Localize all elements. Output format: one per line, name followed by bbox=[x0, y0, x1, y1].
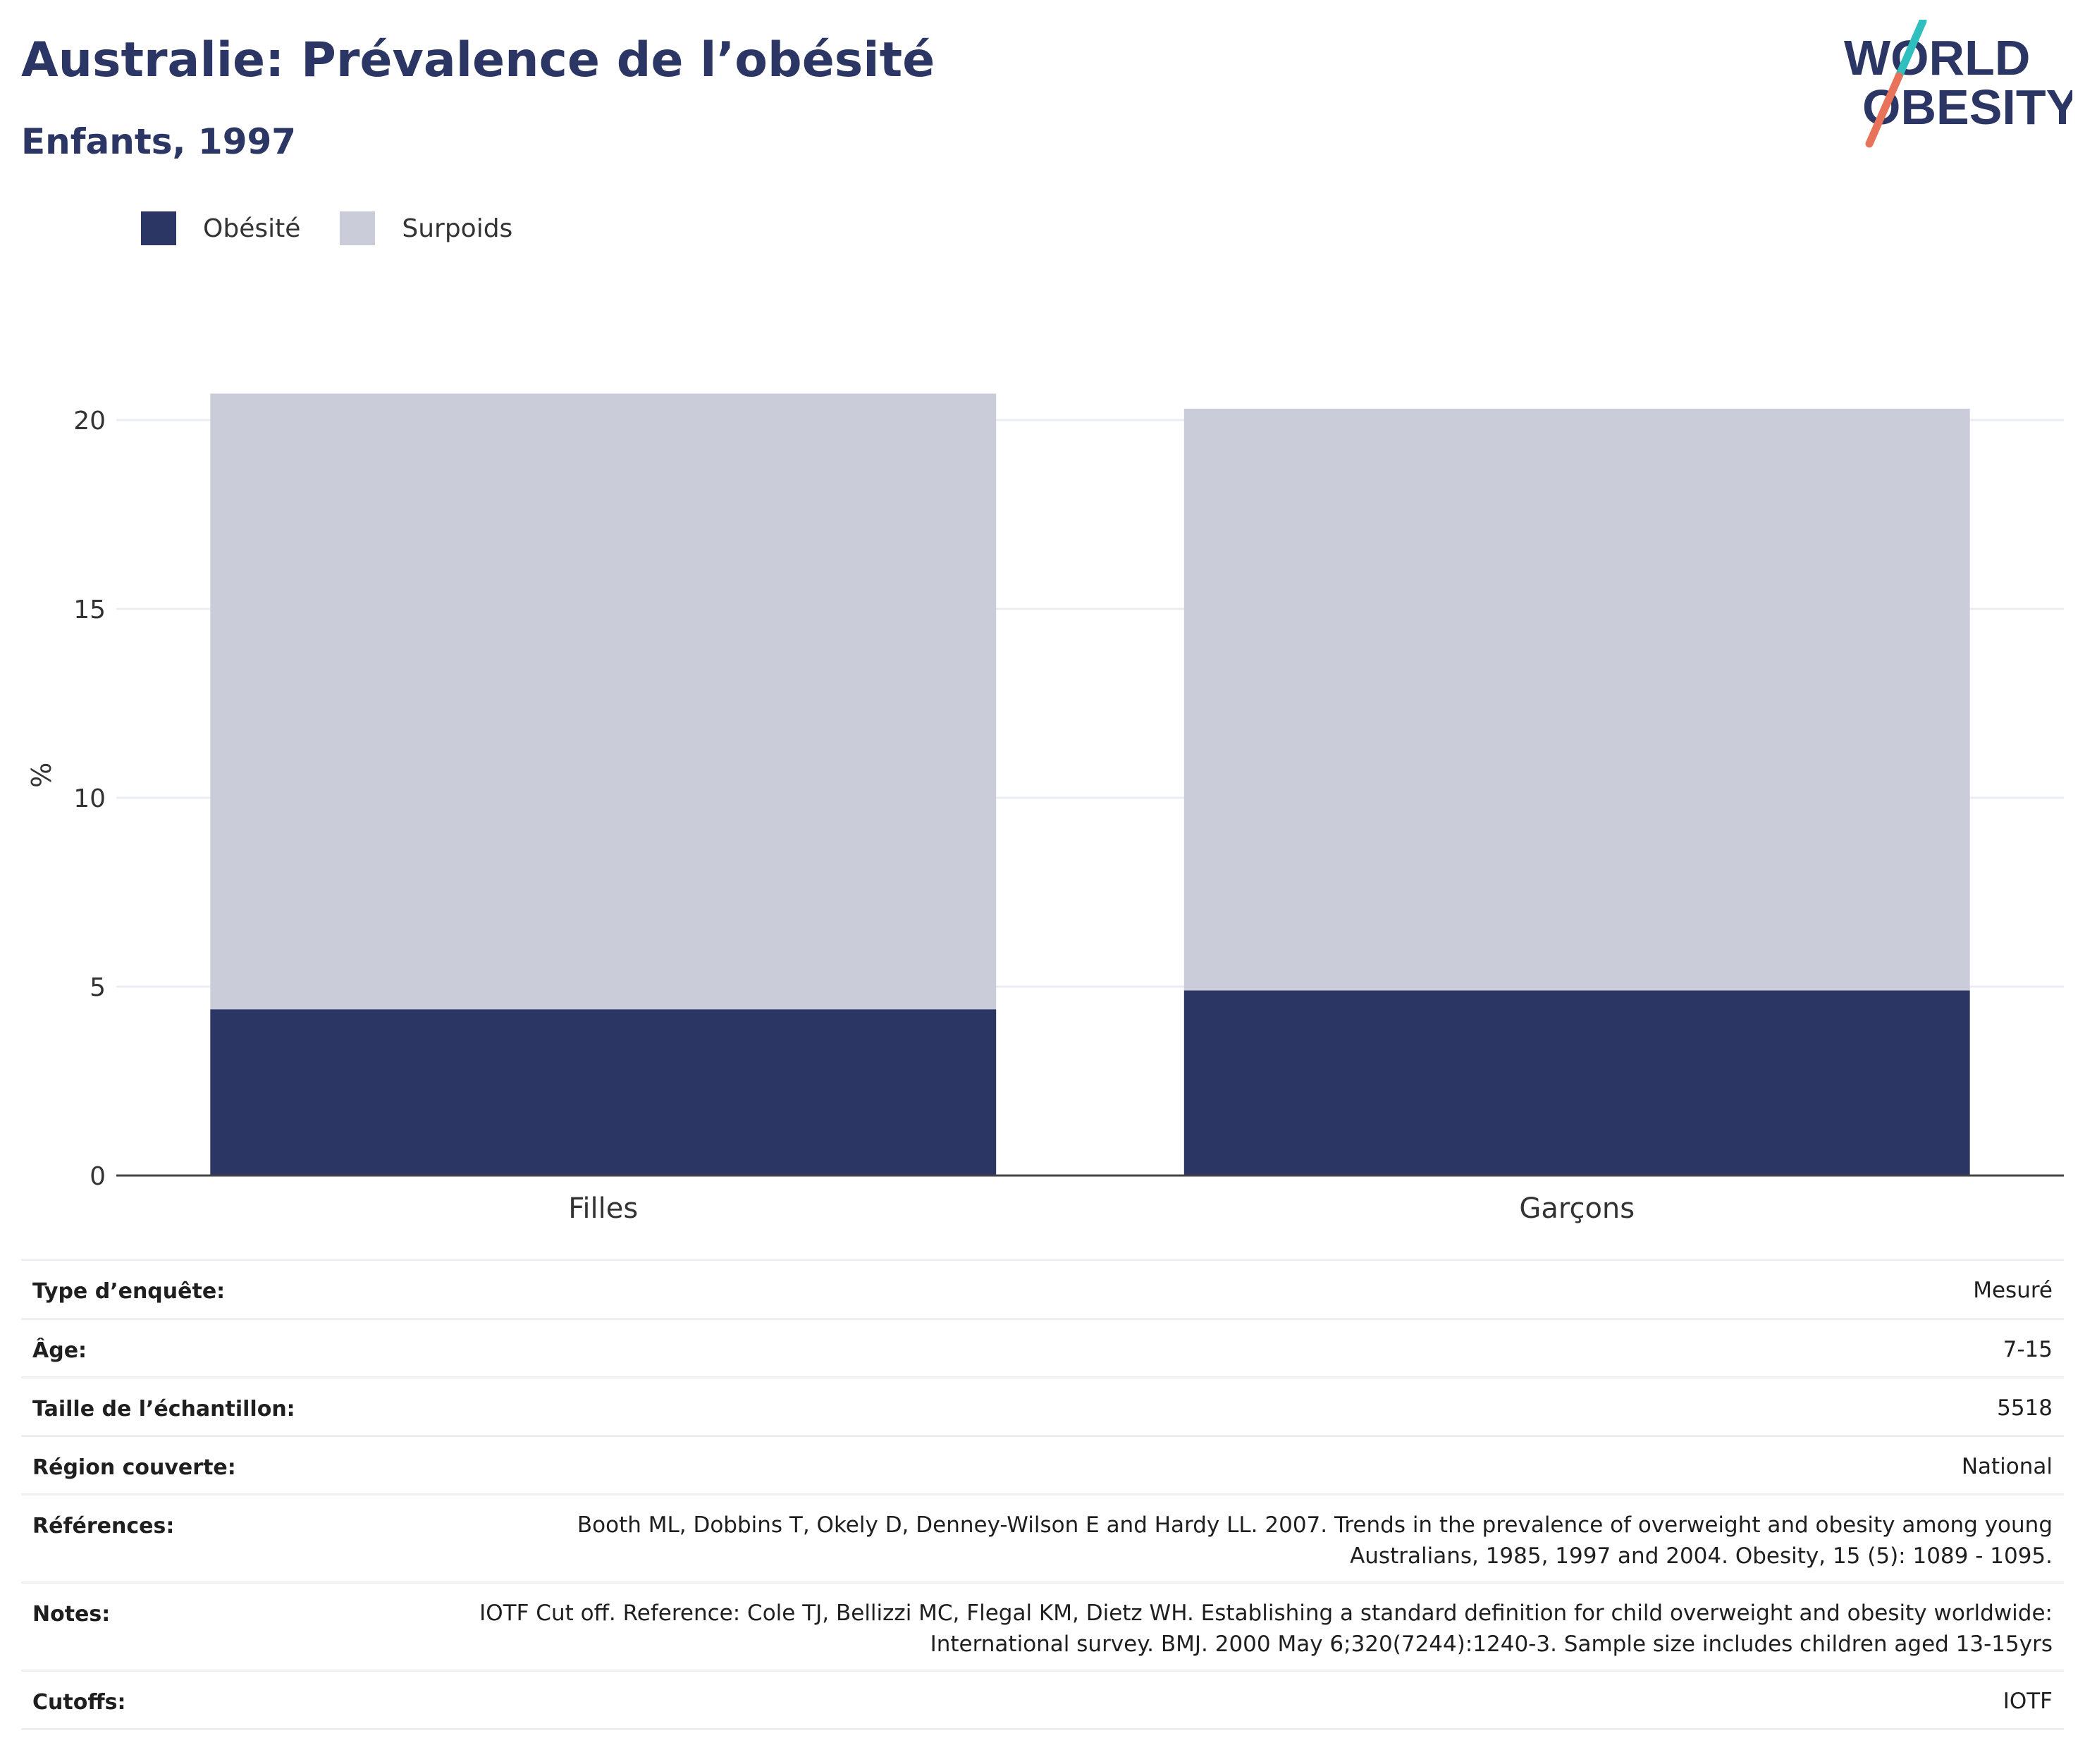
metadata-row-notes: Notes: IOTF Cut off. Reference: Cole TJ,… bbox=[21, 1584, 2064, 1672]
bar-segment-surpoids-0 bbox=[210, 393, 997, 1010]
metadata-key: Cutoffs: bbox=[32, 1690, 126, 1715]
chart-legend: Obésité Surpoids bbox=[141, 210, 552, 247]
y-tick-label: 20 bbox=[73, 407, 106, 436]
metadata-row-survey-type: Type d’enquête: Mesuré bbox=[21, 1261, 2064, 1320]
metadata-value: 5518 bbox=[1997, 1395, 2053, 1421]
logo-slash-top bbox=[1895, 20, 1927, 80]
metadata-row-region: Région couverte: National bbox=[21, 1437, 2064, 1495]
metadata-key: Âge: bbox=[32, 1338, 87, 1363]
page-title: Australie: Prévalence de l’obésité bbox=[21, 32, 935, 88]
metadata-key: Type d’enquête: bbox=[32, 1279, 226, 1304]
metadata-key: Taille de l’échantillon: bbox=[32, 1397, 295, 1421]
stacked-bar-chart: 0 5 10 15 20% Filles Garçons bbox=[26, 393, 2064, 1225]
metadata-key: Références: bbox=[32, 1514, 175, 1538]
y-tick-label: 0 bbox=[90, 1162, 106, 1191]
legend-swatch-surpoids bbox=[340, 211, 376, 245]
metadata-key: Notes: bbox=[32, 1602, 111, 1627]
bar-segment-surpoids-1 bbox=[1183, 408, 1970, 991]
metadata-value: IOTF bbox=[2003, 1689, 2053, 1714]
y-tick-label: 10 bbox=[73, 784, 106, 813]
legend-swatch-obesite bbox=[141, 211, 176, 245]
metadata-value: 7-15 bbox=[2003, 1337, 2053, 1362]
metadata-value: National bbox=[1961, 1454, 2053, 1479]
metadata-value: IOTF Cut off. Reference: Cole TJ, Belliz… bbox=[479, 1600, 2053, 1657]
bar-segment-obsit-1 bbox=[1183, 990, 1970, 1176]
metadata-row-age: Âge: 7-15 bbox=[21, 1320, 2064, 1378]
y-tick-label: 5 bbox=[90, 973, 106, 1002]
metadata-value: Booth ML, Dobbins T, Okely D, Denney-Wil… bbox=[577, 1512, 2053, 1569]
metadata-table: Type d’enquête: Mesuré Âge: 7-15 Taille … bbox=[21, 1259, 2064, 1730]
metadata-row-sample-size: Taille de l’échantillon: 5518 bbox=[21, 1378, 2064, 1437]
metadata-row-cutoffs: Cutoffs: IOTF bbox=[21, 1672, 2064, 1730]
x-tick-label: Garçons bbox=[1519, 1192, 1635, 1225]
metadata-row-references: Références: Booth ML, Dobbins T, Okely D… bbox=[21, 1495, 2064, 1584]
legend-label-obesite: Obésité bbox=[203, 214, 301, 243]
y-axis-label: % bbox=[26, 763, 57, 788]
x-tick-label: Filles bbox=[568, 1192, 638, 1225]
legend-item-obesite[interactable]: Obésité bbox=[141, 211, 300, 245]
page-subtitle: Enfants, 1997 bbox=[21, 121, 297, 162]
metadata-key: Région couverte: bbox=[32, 1455, 236, 1480]
legend-label-surpoids: Surpoids bbox=[402, 214, 513, 243]
world-obesity-logo: WORLD OBESITY bbox=[1844, 20, 2072, 148]
metadata-value: Mesuré bbox=[1973, 1278, 2053, 1303]
logo-slash-bottom bbox=[1865, 72, 1903, 148]
legend-item-surpoids[interactable]: Surpoids bbox=[340, 211, 512, 245]
logo-line1: WORLD bbox=[1844, 30, 2030, 85]
bar-segment-obsit-0 bbox=[210, 1009, 997, 1176]
y-tick-label: 15 bbox=[73, 596, 106, 624]
